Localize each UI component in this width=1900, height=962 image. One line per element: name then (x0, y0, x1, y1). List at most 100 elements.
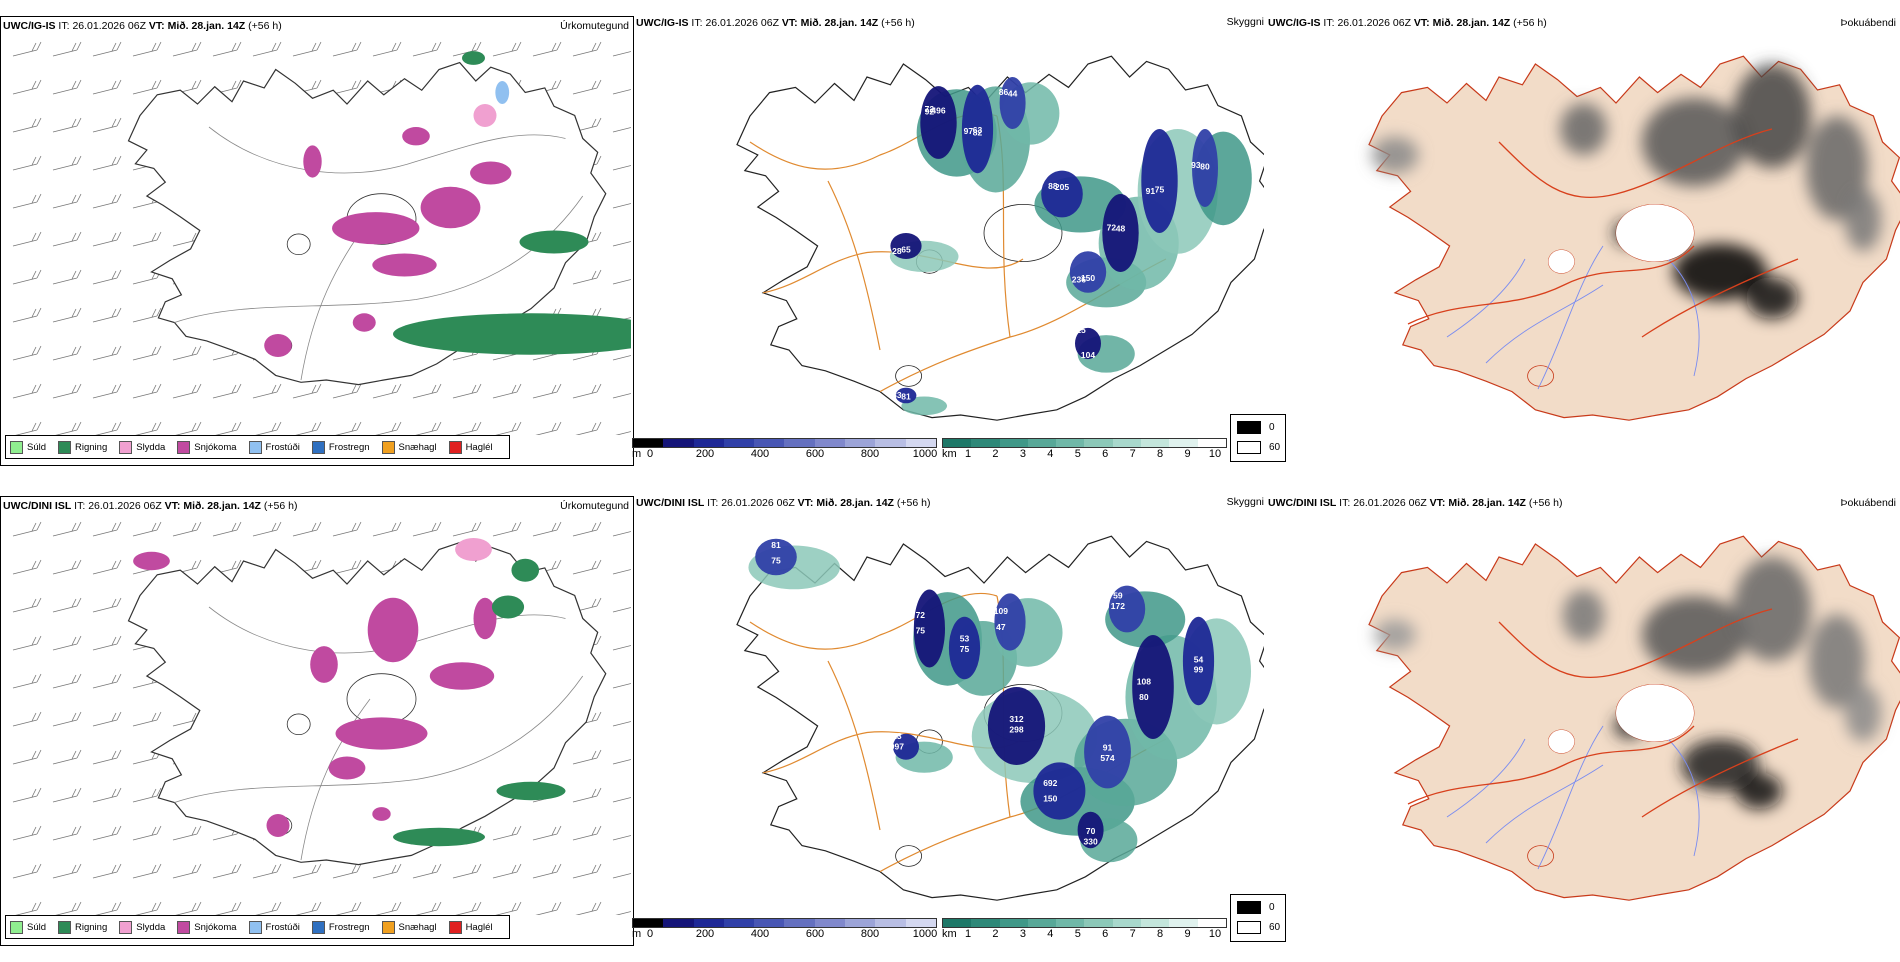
visibility-value-label: 104 (1081, 350, 1095, 360)
colorbar-cell (1197, 919, 1226, 927)
precip-legend-item: Rigning (58, 920, 107, 934)
vt-label: VT: (148, 20, 165, 32)
colorbar-cell (693, 439, 724, 447)
visibility-value-label: 75 (1155, 185, 1165, 195)
it-label: IT: (707, 497, 719, 509)
legend-label: Slydda (136, 921, 166, 933)
precip-legend: Súld Rigning Slydda Snjókoma Frostúði Frostre… (5, 915, 510, 939)
legend-label: Frostregn (328, 921, 370, 933)
legend-label: Rigning (75, 441, 108, 453)
precip-legend-item: Frostregn (311, 920, 370, 934)
colorbar-cell (814, 439, 846, 447)
colorbar-tick: 2 (992, 928, 999, 940)
colorbar-cell (845, 439, 876, 447)
colorbar-tick: 7 (1129, 448, 1136, 460)
panel-right-title: Skyggni (1226, 496, 1264, 508)
colorbar-tick: 7 (1129, 928, 1136, 940)
model-name: UWC/DINI ISL (1268, 497, 1337, 509)
lead-time: (+56 h) (248, 20, 282, 32)
vt-value: Mið. 28.jan. 14Z (167, 20, 246, 32)
precip-legend-item: Slydda (119, 920, 166, 934)
panel-title: UWC/DINI ISL IT: 26.01.2026 06Z VT: Mið.… (1268, 497, 1562, 509)
legend-swatch (448, 440, 462, 454)
visibility-value-label: 108 (1137, 676, 1151, 686)
visibility-value-label: 80 (1200, 161, 1210, 171)
visibility-value-label: 13 (892, 731, 902, 741)
fog-legend-low: 0 (1269, 902, 1275, 913)
visibility-value-label: 150 (1081, 273, 1095, 283)
colorbar-tick: 10 (1208, 928, 1222, 940)
visibility-value-label: 91 (1103, 743, 1113, 753)
visibility-value-label: 97 (964, 126, 974, 136)
visibility-value-label: 236 (1072, 274, 1086, 284)
colorbar-tick: 400 (750, 448, 770, 460)
colorbar-tick: 6 (1102, 928, 1109, 940)
colorbar-tick: 1 (964, 928, 972, 940)
visibility-value-label: 53 (960, 634, 970, 644)
visibility-value-label: 88 (1048, 181, 1058, 191)
bottom-row: UWC/DINI ISL IT: 26.01.2026 06Z VT: Mið.… (0, 492, 1900, 962)
visibility-value-label: 63 (973, 125, 983, 135)
visibility-value-label: 205 (1055, 182, 1069, 192)
precip-legend-item: Súld (10, 920, 46, 934)
legend-label: Snæhagl (398, 441, 437, 453)
visibility-value-label: 574 (1100, 753, 1114, 763)
legend-swatch (177, 920, 191, 934)
colorbar-tick: 1 (964, 448, 972, 460)
panel-right-title: Skyggni (1226, 16, 1264, 28)
visibility-value-label: 72 (1107, 222, 1117, 232)
it-value: 26.01.2026 06Z (1337, 17, 1411, 29)
colorbar-unit: m (632, 448, 642, 460)
top-row: UWC/IG-IS IT: 26.01.2026 06Z VT: Mið. 28… (0, 12, 1900, 482)
it-label: IT: (74, 500, 86, 512)
precip-legend-item: Frostúði (248, 920, 300, 934)
colorbar-cell (1084, 919, 1113, 927)
visibility-value-label: 48 (1116, 224, 1126, 234)
fog-legend-high: 60 (1269, 442, 1281, 453)
visibility-m-colorbar: m 0 200 400 600 800 1000 (632, 438, 937, 464)
visibility-value-label: 115 (1072, 325, 1086, 335)
legend-label: Frostúði (265, 921, 300, 933)
it-value: 26.01.2026 06Z (1353, 497, 1427, 509)
vt-label: VT: (781, 17, 798, 29)
colorbar-tick: 8 (1157, 928, 1164, 940)
colorbar-cell (633, 439, 664, 447)
legend-swatch (177, 440, 191, 454)
legend-swatch (119, 920, 133, 934)
precip-legend-item: Frostregn (311, 440, 370, 454)
colorbar-cell (1027, 919, 1057, 927)
colorbar-tick: 4 (1047, 448, 1054, 460)
colorbar-tick: 200 (695, 928, 715, 940)
panel-right-title: Þokuábendi (1840, 17, 1896, 29)
colorbar-cell (784, 919, 815, 927)
colorbar-cell (814, 919, 846, 927)
lead-time: (+56 h) (263, 500, 298, 512)
colorbar-tick: 9 (1184, 448, 1191, 460)
colorbar-tick: 0 (646, 928, 654, 940)
colorbar-cell (943, 439, 972, 447)
precip-legend-item: Snæhagl (381, 440, 437, 454)
colorbar-cell (1112, 439, 1142, 447)
model-name: UWC/DINI ISL (636, 497, 705, 509)
fog-legend-low: 0 (1269, 422, 1275, 433)
colorbar-cell (845, 919, 876, 927)
colorbar-tick: 1000 (912, 928, 938, 940)
fog-map (1368, 55, 1900, 421)
visibility-map: 7275109298692574108991723309978175534731… (736, 535, 1264, 901)
visibility-value-label: 312 (1009, 714, 1023, 724)
legend-swatch (311, 920, 325, 934)
colorbar-cell (905, 919, 936, 927)
it-value: 26.01.2026 06Z (705, 17, 779, 29)
panel-title: UWC/DINI ISL IT: 26.01.2026 06Z VT: Mið.… (636, 497, 930, 509)
visibility-value-label: 93 (1191, 160, 1201, 170)
legend-swatch (119, 440, 133, 454)
colorbar-tick: 5 (1074, 928, 1081, 940)
it-value: 26.01.2026 06Z (72, 20, 146, 32)
colorbar-cell (693, 919, 724, 927)
panel-right-title: Þokuábendi (1840, 497, 1896, 509)
colorbar-cell (971, 919, 1000, 927)
vt-value: Mið. 28.jan. 14Z (800, 17, 879, 29)
it-label: IT: (691, 17, 703, 29)
precip-type-panel-bottom: UWC/DINI ISL IT: 26.01.2026 06Z VT: Mið.… (0, 496, 634, 946)
precip-legend-item: Snæhagl (381, 920, 437, 934)
